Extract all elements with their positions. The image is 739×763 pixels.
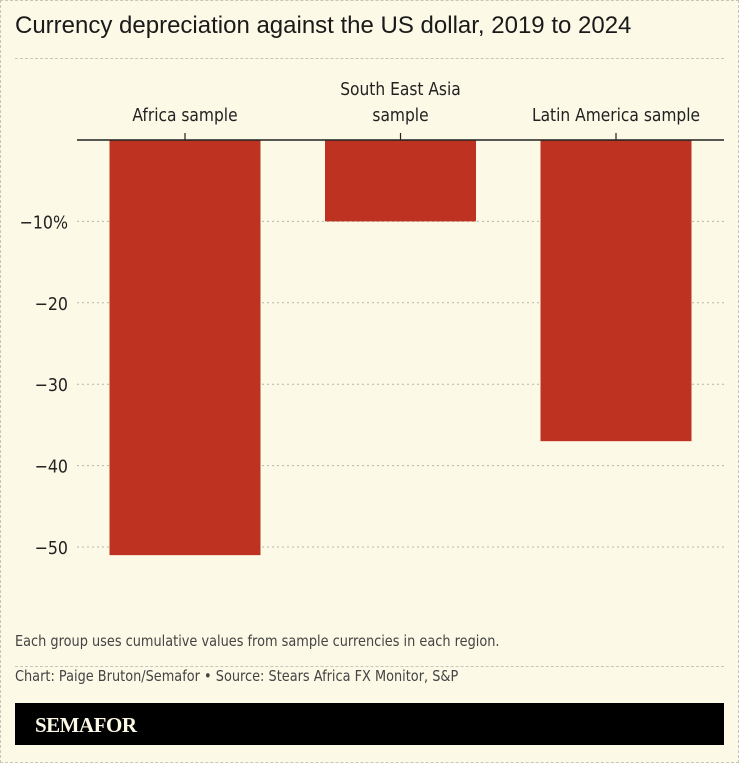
brand-banner: SEMAFOR [15, 703, 724, 745]
semafor-logo: SEMAFOR [35, 713, 137, 737]
bar-africa-sample [109, 140, 261, 556]
chart-title: Currency depreciation against the US dol… [15, 12, 632, 39]
y-tick-label: −30 [35, 374, 68, 395]
y-tick-label: −50 [35, 537, 68, 558]
y-tick-label: −10% [20, 211, 68, 232]
chart-credit: Chart: Paige Bruton/Semafor • Source: St… [15, 667, 459, 685]
x-category-label: Africa sample [132, 104, 237, 125]
y-tick-label: −40 [35, 456, 68, 477]
y-tick-label: −20 [35, 293, 68, 314]
bar-latin-america-sample [540, 140, 692, 442]
chart-note: Each group uses cumulative values from s… [15, 632, 500, 650]
divider-bottom [15, 666, 724, 667]
x-category-label: Latin America sample [532, 104, 700, 125]
x-category-label: sample [372, 104, 428, 125]
divider-top [15, 58, 724, 59]
x-category-label: South East Asia [340, 78, 461, 99]
bar-south-east-asia-sample [325, 140, 476, 222]
